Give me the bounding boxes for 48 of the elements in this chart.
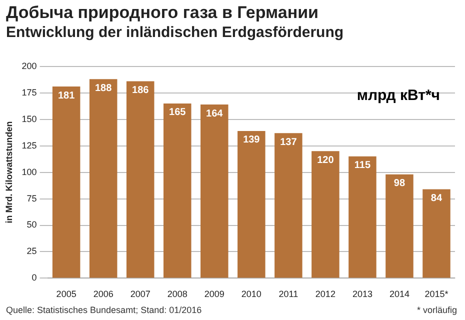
bar [163, 103, 192, 278]
data-label: 98 [394, 178, 406, 190]
y-tick-label: 100 [22, 166, 37, 177]
y-tick-label: 125 [22, 140, 37, 150]
data-label: 181 [58, 90, 76, 102]
data-label: 139 [243, 134, 260, 146]
bar [238, 131, 266, 278]
y-tick-label: 0 [32, 272, 37, 283]
x-tick-label: 2011 [278, 289, 298, 300]
data-label: 165 [169, 107, 186, 118]
data-label: 84 [430, 192, 442, 204]
y-tick-label: 200 [22, 60, 37, 71]
x-tick-label: 2014 [389, 289, 410, 300]
y-tick-label: 25 [26, 246, 37, 256]
bar [422, 189, 450, 278]
data-label: 186 [132, 84, 150, 96]
bar [126, 81, 154, 278]
data-label: 115 [354, 160, 371, 172]
bar [386, 174, 414, 278]
chart-title: Добыча природного газа в Германии [6, 3, 319, 23]
text: * vorläufig [416, 305, 457, 315]
x-tick-label: 2006 [93, 289, 114, 300]
x-tick-label: 2010 [241, 289, 262, 300]
data-label: 120 [317, 154, 334, 166]
annotation: млрд кВт*ч [356, 87, 440, 104]
data-label: 188 [94, 82, 112, 94]
x-tick-label: 2007 [130, 289, 150, 300]
y-tick-label: 75 [26, 193, 37, 204]
y-tick-label: 150 [22, 114, 37, 124]
data-label: 137 [280, 136, 298, 148]
bar [312, 151, 340, 278]
x-tick-label: 2015* [424, 289, 449, 300]
y-tick-label: 175 [22, 87, 37, 98]
bar [89, 79, 118, 278]
x-tick-label: 2005 [56, 289, 76, 300]
y-tick-label: 50 [26, 220, 37, 230]
y-axis-title: in Mrd. Kilowattstunden [4, 121, 14, 224]
x-tick-label: 2009 [204, 289, 224, 300]
x-tick-label: 2008 [167, 289, 188, 300]
bar [274, 133, 302, 278]
bar [200, 104, 228, 278]
x-tick-label: 2013 [352, 289, 372, 300]
bar [52, 86, 80, 278]
x-tick-label: 2012 [315, 289, 336, 300]
bar [348, 156, 376, 278]
data-label: 164 [206, 108, 224, 120]
source-note: Quelle: Statistisches Bundesamt; Stand: 01/2016 [6, 305, 202, 315]
chart-subtitle: Entwicklung der inländischen Erdgasförderung [6, 24, 344, 41]
